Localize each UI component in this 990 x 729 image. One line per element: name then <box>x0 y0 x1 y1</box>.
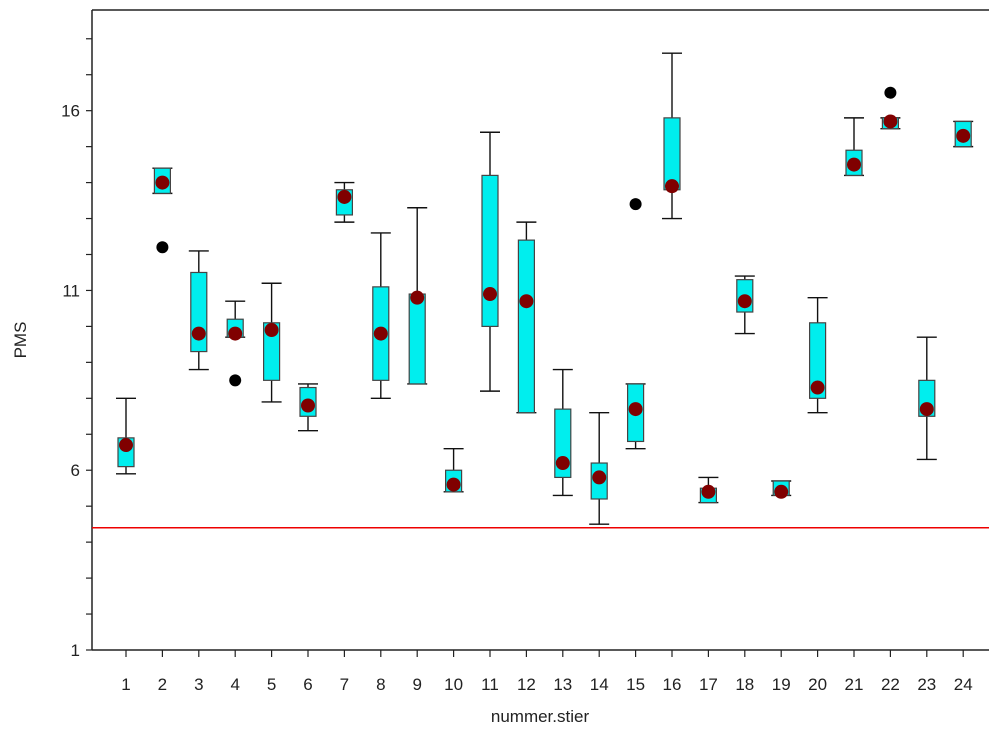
box-group-23 <box>916 336 937 461</box>
x-tick-label: 18 <box>735 675 754 694</box>
y-tick-label: 6 <box>71 461 80 480</box>
box-iqr <box>663 117 681 191</box>
box-group-17 <box>698 476 719 504</box>
box-group-5 <box>261 282 282 403</box>
box-group-4 <box>225 300 246 387</box>
mean-marker <box>483 287 497 302</box>
box-iqr <box>408 293 426 385</box>
x-tick-label: 10 <box>444 675 463 694</box>
x-tick-label: 20 <box>808 675 827 694</box>
plot-frame <box>91 9 989 651</box>
x-tick-label: 22 <box>881 675 900 694</box>
mean-marker <box>337 189 352 204</box>
box-group-8 <box>370 232 391 400</box>
box-group-22 <box>880 86 901 130</box>
box-group-14 <box>589 411 610 525</box>
y-axis-title: PMS <box>11 322 30 359</box>
x-tick-label: 19 <box>772 675 791 694</box>
box-group-12 <box>516 221 537 414</box>
mean-marker <box>155 175 170 190</box>
x-tick-label: 13 <box>553 675 572 694</box>
mean-marker <box>883 114 898 129</box>
mean-marker <box>410 290 425 305</box>
box-group-15 <box>625 198 646 450</box>
x-tick-label: 14 <box>590 675 609 694</box>
mean-marker <box>847 157 861 172</box>
mean-marker <box>373 326 388 341</box>
box-group-18 <box>734 275 755 335</box>
mean-marker <box>628 402 643 417</box>
x-tick-label: 17 <box>699 675 718 694</box>
mean-marker <box>665 179 679 194</box>
box-iqr <box>517 239 536 414</box>
outlier-point <box>629 198 642 211</box>
outlier-point <box>156 241 169 254</box>
box-group-24 <box>953 120 974 148</box>
x-tick-label: 2 <box>158 675 167 694</box>
x-tick-label: 7 <box>340 675 349 694</box>
mean-marker <box>519 294 534 309</box>
y-tick-label: 16 <box>61 102 80 121</box>
boxes-layer <box>116 52 974 525</box>
box-group-11 <box>480 131 500 392</box>
mean-marker <box>919 402 934 417</box>
mean-marker <box>810 380 825 395</box>
box-group-21 <box>844 117 864 177</box>
box-group-1 <box>116 397 136 475</box>
box-group-7 <box>334 181 355 223</box>
mean-marker <box>228 326 243 341</box>
x-tick-label: 1 <box>121 675 130 694</box>
mean-marker <box>301 398 315 413</box>
mean-marker <box>264 323 279 337</box>
box-group-9 <box>407 207 428 385</box>
y-tick-label: 11 <box>62 281 80 300</box>
x-axis-title: nummer.stier <box>491 707 590 726</box>
x-tick-label: 4 <box>230 675 239 694</box>
x-tick-label: 6 <box>303 675 312 694</box>
x-tick-label: 15 <box>626 675 645 694</box>
x-tick-label: 5 <box>267 675 276 694</box>
x-tick-label: 16 <box>663 675 682 694</box>
box-group-10 <box>443 447 464 493</box>
x-tick-label: 21 <box>845 675 864 694</box>
y-tick-label: 1 <box>71 641 80 660</box>
x-axis-ticks: 1 2 3 4 5 6 7 8 9 10 11 12 13 14 15 16 17 18 19 20 21 22 23 24 <box>121 650 973 694</box>
outlier-point <box>884 86 897 99</box>
mean-marker <box>446 477 461 492</box>
x-tick-label: 8 <box>376 675 385 694</box>
box-group-6 <box>298 383 318 432</box>
mean-marker <box>191 326 206 341</box>
box-iqr <box>481 174 499 328</box>
x-tick-label: 3 <box>194 675 203 694</box>
mean-marker <box>956 128 971 143</box>
mean-marker <box>592 470 607 485</box>
mean-marker <box>774 484 789 499</box>
mean-marker <box>737 294 752 309</box>
outlier-point <box>229 374 242 387</box>
box-group-13 <box>552 368 573 497</box>
x-tick-label: 23 <box>917 675 936 694</box>
box-iqr <box>808 322 827 399</box>
x-tick-label: 11 <box>481 675 499 694</box>
box-group-19 <box>771 480 792 499</box>
box-group-3 <box>188 250 209 371</box>
x-tick-label: 12 <box>517 675 536 694</box>
mean-marker <box>119 438 133 453</box>
x-tick-label: 24 <box>954 675 973 694</box>
box-group-16 <box>662 52 682 220</box>
mean-marker <box>555 456 570 471</box>
box-group-20 <box>807 296 828 414</box>
x-tick-label: 9 <box>412 675 421 694</box>
box-group-2 <box>152 167 173 254</box>
mean-marker <box>701 484 716 499</box>
box-iqr <box>263 322 281 381</box>
